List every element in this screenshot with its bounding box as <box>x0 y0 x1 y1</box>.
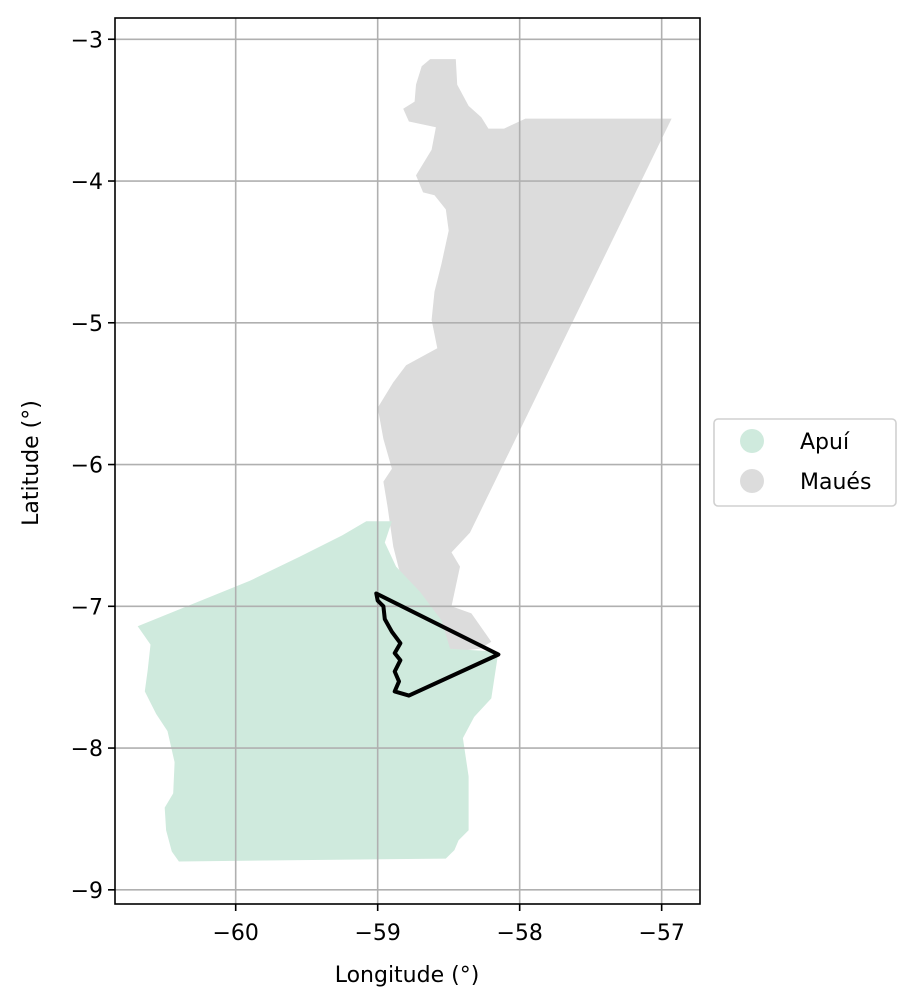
y-tick-label: −9 <box>71 879 103 904</box>
region-maus <box>377 59 672 652</box>
legend-marker <box>740 469 764 493</box>
outline-layer <box>374 591 501 698</box>
legend: Apuí Maués <box>713 418 897 507</box>
ticks-layer: −60 −59 −58 −57 −3 −4 −5 −6 −7 −8 −9 <box>71 28 685 946</box>
plot-frame <box>114 17 701 905</box>
x-axis-label: Longitude (°) <box>335 963 480 988</box>
y-tick-label: −4 <box>71 170 103 195</box>
legend-marker <box>740 429 764 453</box>
x-tick-label: −60 <box>212 921 258 946</box>
x-tick-label: −57 <box>638 921 684 946</box>
legend-label: Apuí <box>800 430 850 455</box>
x-tick-label: −59 <box>354 921 400 946</box>
y-tick-label: −3 <box>71 28 103 53</box>
highlight-outline <box>374 591 501 698</box>
grid-layer <box>115 18 700 904</box>
y-tick-label: −8 <box>71 737 103 762</box>
x-tick-label: −58 <box>496 921 542 946</box>
y-tick-label: −7 <box>71 595 103 620</box>
legend-label: Maués <box>800 470 871 495</box>
y-tick-label: −6 <box>71 454 103 479</box>
y-tick-label: −5 <box>71 312 103 337</box>
y-axis-label: Latitude (°) <box>19 400 44 526</box>
